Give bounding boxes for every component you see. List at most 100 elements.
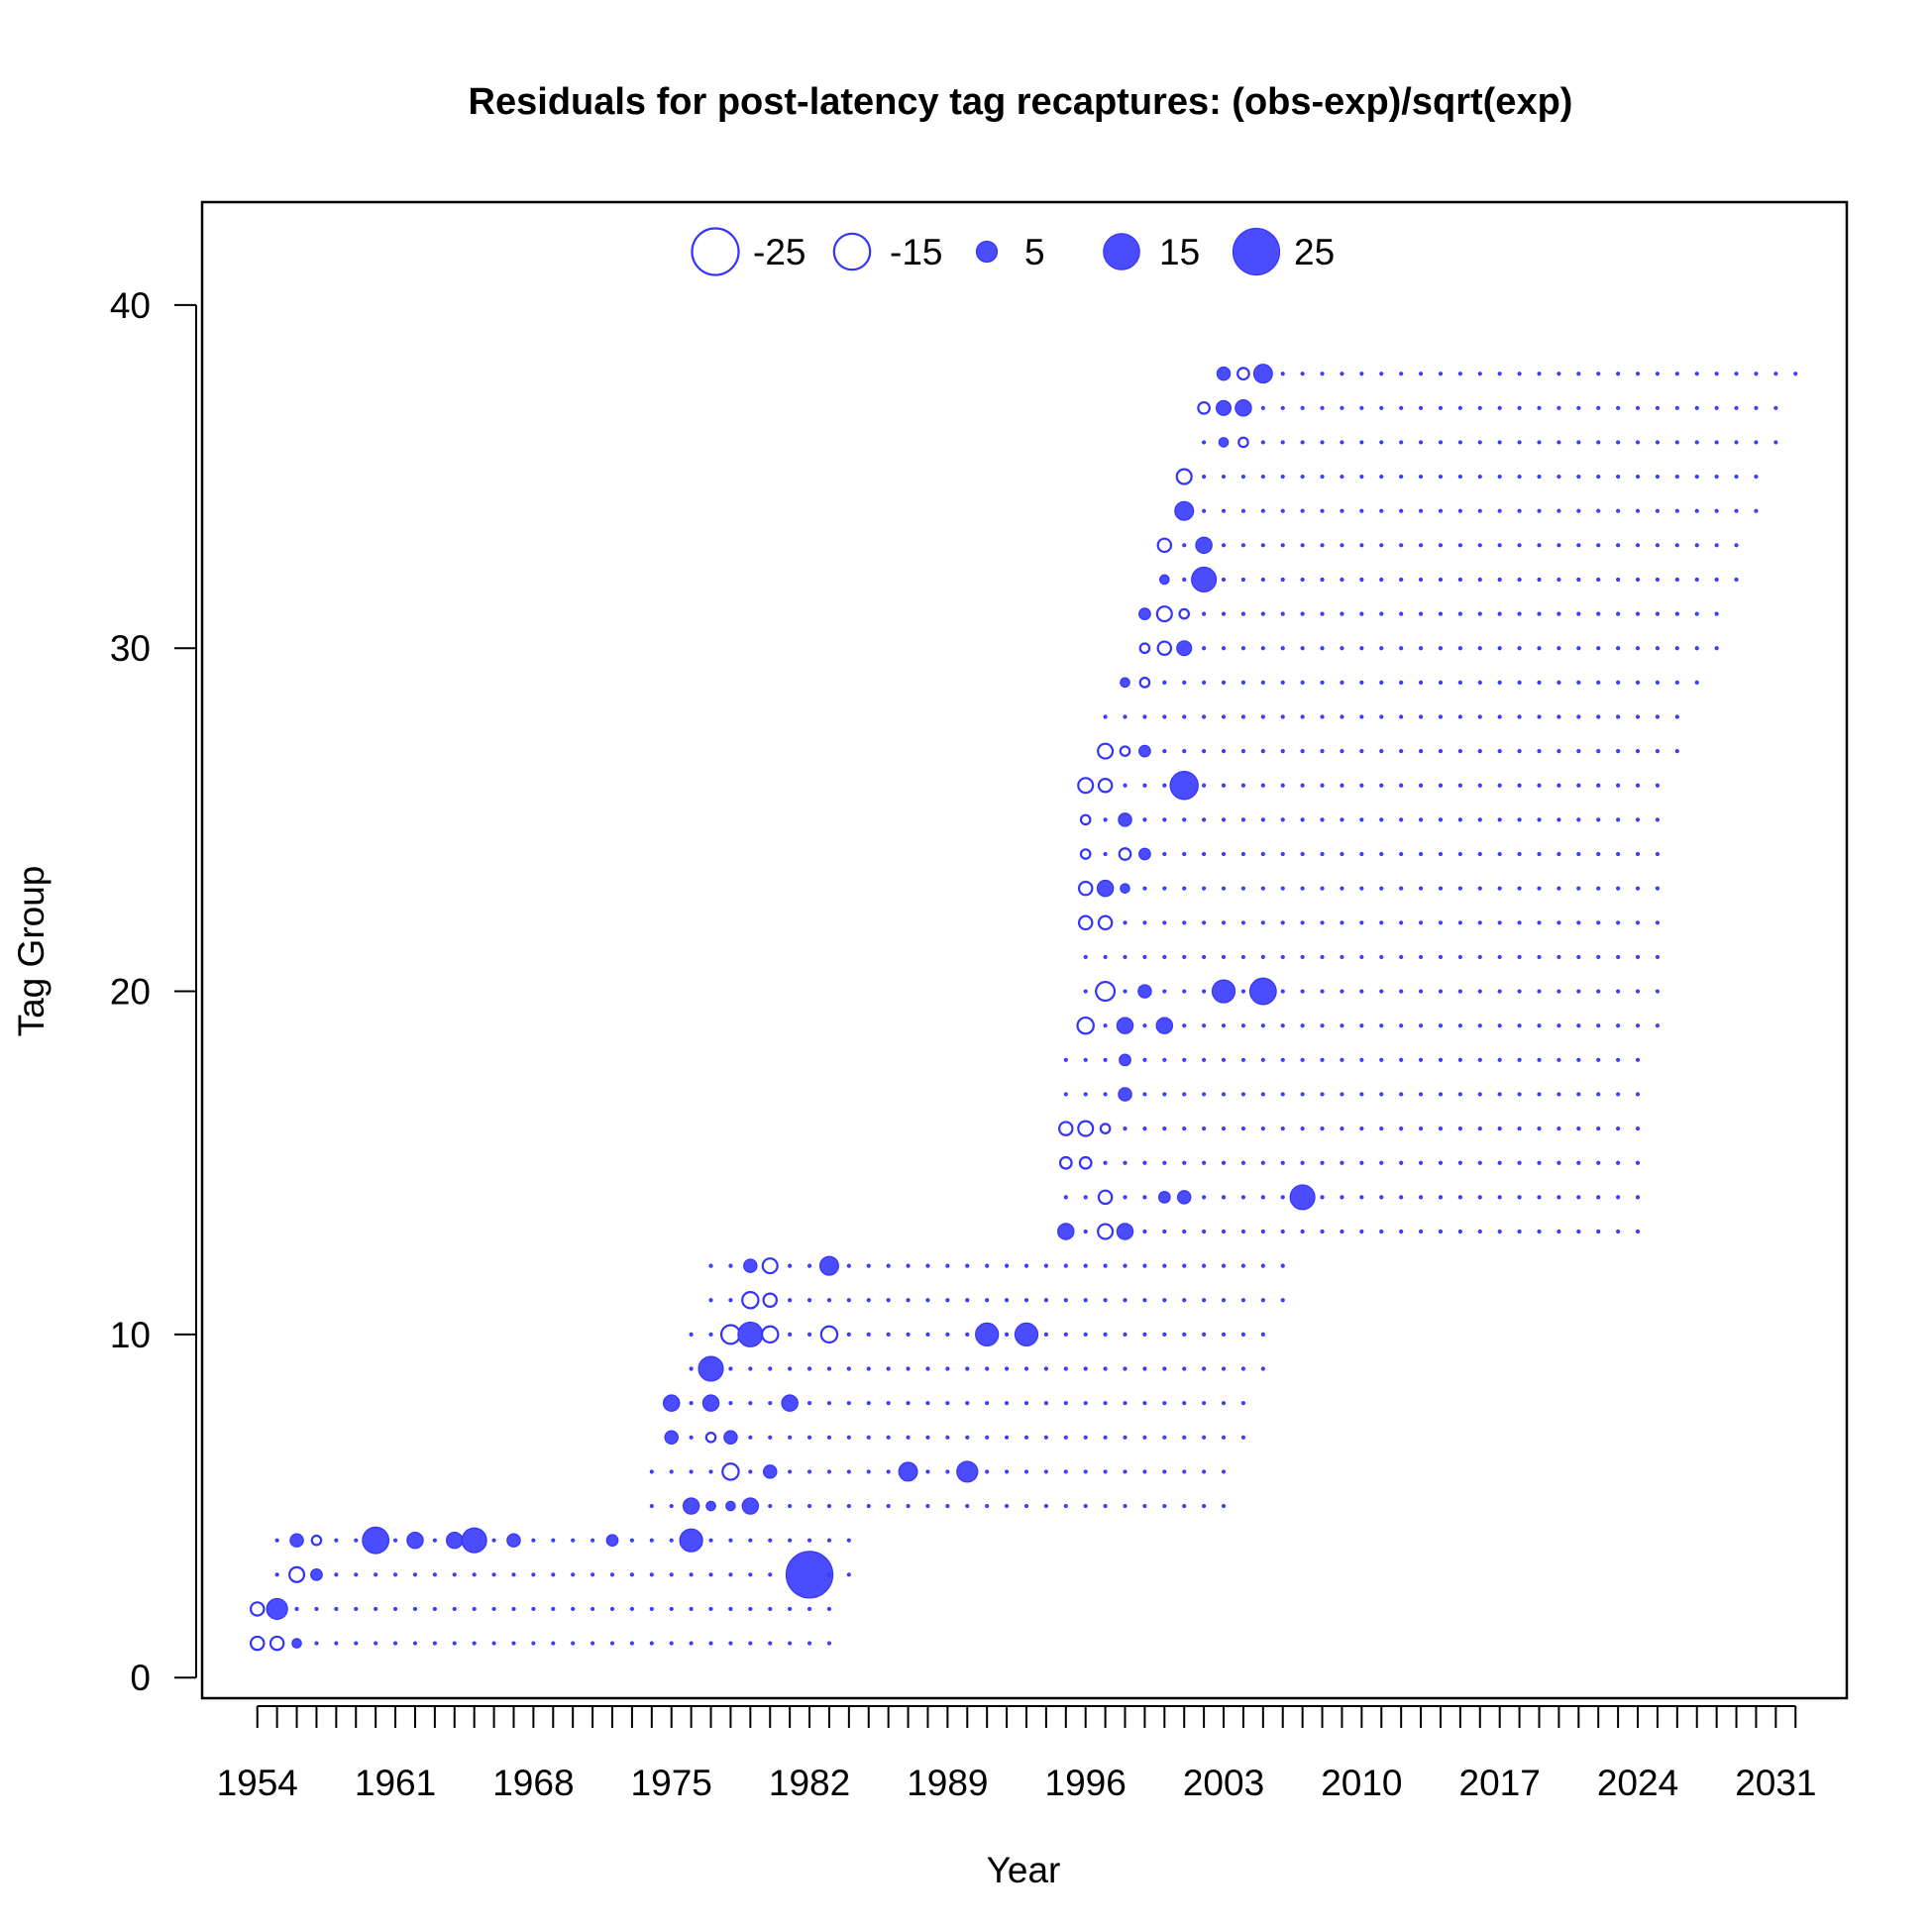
residual-point — [728, 1538, 733, 1543]
residual-point — [1300, 474, 1305, 480]
residual-point — [1438, 1023, 1444, 1028]
residual-point — [1477, 714, 1482, 719]
residual-point — [1252, 364, 1273, 384]
residual-point — [1083, 954, 1088, 960]
residual-point — [906, 1366, 911, 1371]
residual-point — [1320, 886, 1325, 891]
residual-point — [826, 1641, 832, 1646]
residual-point — [1754, 440, 1759, 445]
residual-point — [1418, 1127, 1424, 1131]
residual-point — [1517, 372, 1522, 376]
residual-point — [1240, 783, 1246, 788]
residual-point — [1616, 474, 1621, 480]
residual-point — [1119, 745, 1131, 757]
residual-point — [1202, 1469, 1207, 1474]
residual-point — [1005, 1366, 1010, 1371]
residual-point — [925, 1469, 930, 1474]
residual-point — [1576, 440, 1581, 445]
residual-point — [1438, 954, 1444, 960]
residual-point — [1097, 1189, 1114, 1206]
residual-point — [1616, 508, 1621, 513]
residual-point — [1260, 680, 1265, 685]
residual-point — [1221, 714, 1227, 719]
residual-point — [1457, 714, 1462, 719]
residual-point — [1103, 1503, 1108, 1509]
residual-point — [1176, 1190, 1192, 1205]
residual-point — [1655, 714, 1661, 719]
residual-point — [806, 1401, 812, 1406]
residual-point — [806, 1263, 812, 1268]
x-tick-label: 1968 — [492, 1763, 574, 1803]
residual-point — [1280, 1127, 1285, 1131]
residual-point — [1438, 1127, 1444, 1131]
residual-point — [1340, 680, 1344, 685]
residual-point — [1457, 1160, 1462, 1165]
residual-point — [1142, 1366, 1147, 1371]
residual-point — [1280, 920, 1285, 925]
residual-point — [1182, 1023, 1187, 1028]
residual-point — [689, 1435, 694, 1440]
residual-point — [1280, 749, 1285, 754]
residual-point — [1616, 1160, 1621, 1165]
residual-point — [1537, 440, 1542, 445]
residual-point — [788, 1469, 793, 1474]
residual-point — [1078, 1155, 1093, 1170]
residual-point — [1497, 1229, 1502, 1234]
residual-point — [1734, 474, 1739, 480]
residual-point — [1162, 783, 1167, 788]
residual-point — [965, 1401, 970, 1406]
residual-point — [1576, 508, 1581, 513]
residual-point — [1174, 500, 1195, 521]
residual-point — [649, 1538, 654, 1543]
residual-point — [472, 1572, 477, 1577]
residual-point — [1655, 783, 1661, 788]
residual-point — [1537, 817, 1542, 822]
residual-point — [1379, 405, 1384, 410]
residual-point — [1359, 714, 1364, 719]
residual-point — [1399, 817, 1404, 822]
residual-point — [723, 1430, 738, 1446]
residual-point — [1320, 372, 1325, 376]
residual-point — [1162, 749, 1167, 754]
residual-point — [1340, 372, 1344, 376]
residual-point — [354, 1538, 359, 1543]
residual-point — [1418, 749, 1424, 754]
residual-point — [1221, 749, 1227, 754]
residual-point — [728, 1606, 733, 1612]
residual-point — [1083, 1469, 1088, 1474]
residual-point — [728, 1298, 733, 1303]
residual-point — [1497, 749, 1502, 754]
residual-point — [1083, 1092, 1088, 1097]
residual-point — [1457, 1229, 1462, 1234]
residual-point — [1182, 1160, 1187, 1165]
residual-point — [1596, 1092, 1601, 1097]
residual-point — [1635, 817, 1641, 822]
residual-point — [1616, 680, 1621, 685]
residual-point — [1537, 954, 1542, 960]
residual-point — [1734, 405, 1739, 410]
residual-point — [1077, 914, 1094, 931]
residual-point — [1596, 954, 1601, 960]
residual-point — [1280, 1298, 1285, 1303]
legend-symbol — [832, 232, 872, 271]
residual-point — [1616, 1195, 1621, 1200]
residual-point — [1379, 1195, 1384, 1200]
residual-point — [965, 1435, 970, 1440]
residual-point — [925, 1263, 930, 1268]
residual-point — [1635, 611, 1641, 616]
residual-point — [1240, 1366, 1246, 1371]
residual-point — [1118, 847, 1132, 861]
residual-point — [1162, 1401, 1167, 1406]
residual-point — [1399, 508, 1404, 513]
residual-point — [762, 1292, 778, 1309]
residual-point — [551, 1641, 556, 1646]
residual-point — [886, 1366, 891, 1371]
residual-point — [354, 1572, 359, 1577]
residual-point — [1280, 989, 1285, 994]
residual-point — [1221, 1023, 1227, 1028]
residual-point — [1714, 474, 1719, 480]
residual-point — [806, 1641, 812, 1646]
residual-point — [866, 1401, 871, 1406]
residual-point — [1103, 1401, 1108, 1406]
residual-point — [1202, 1057, 1207, 1062]
